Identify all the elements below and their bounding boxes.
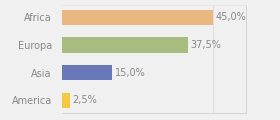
Text: 37,5%: 37,5% xyxy=(190,40,221,50)
Text: 45,0%: 45,0% xyxy=(216,12,246,22)
Bar xyxy=(62,93,70,108)
Bar xyxy=(62,65,112,80)
Bar xyxy=(62,37,188,53)
Text: 15,0%: 15,0% xyxy=(115,68,145,78)
Text: 2,5%: 2,5% xyxy=(73,95,97,105)
Bar xyxy=(62,10,213,25)
